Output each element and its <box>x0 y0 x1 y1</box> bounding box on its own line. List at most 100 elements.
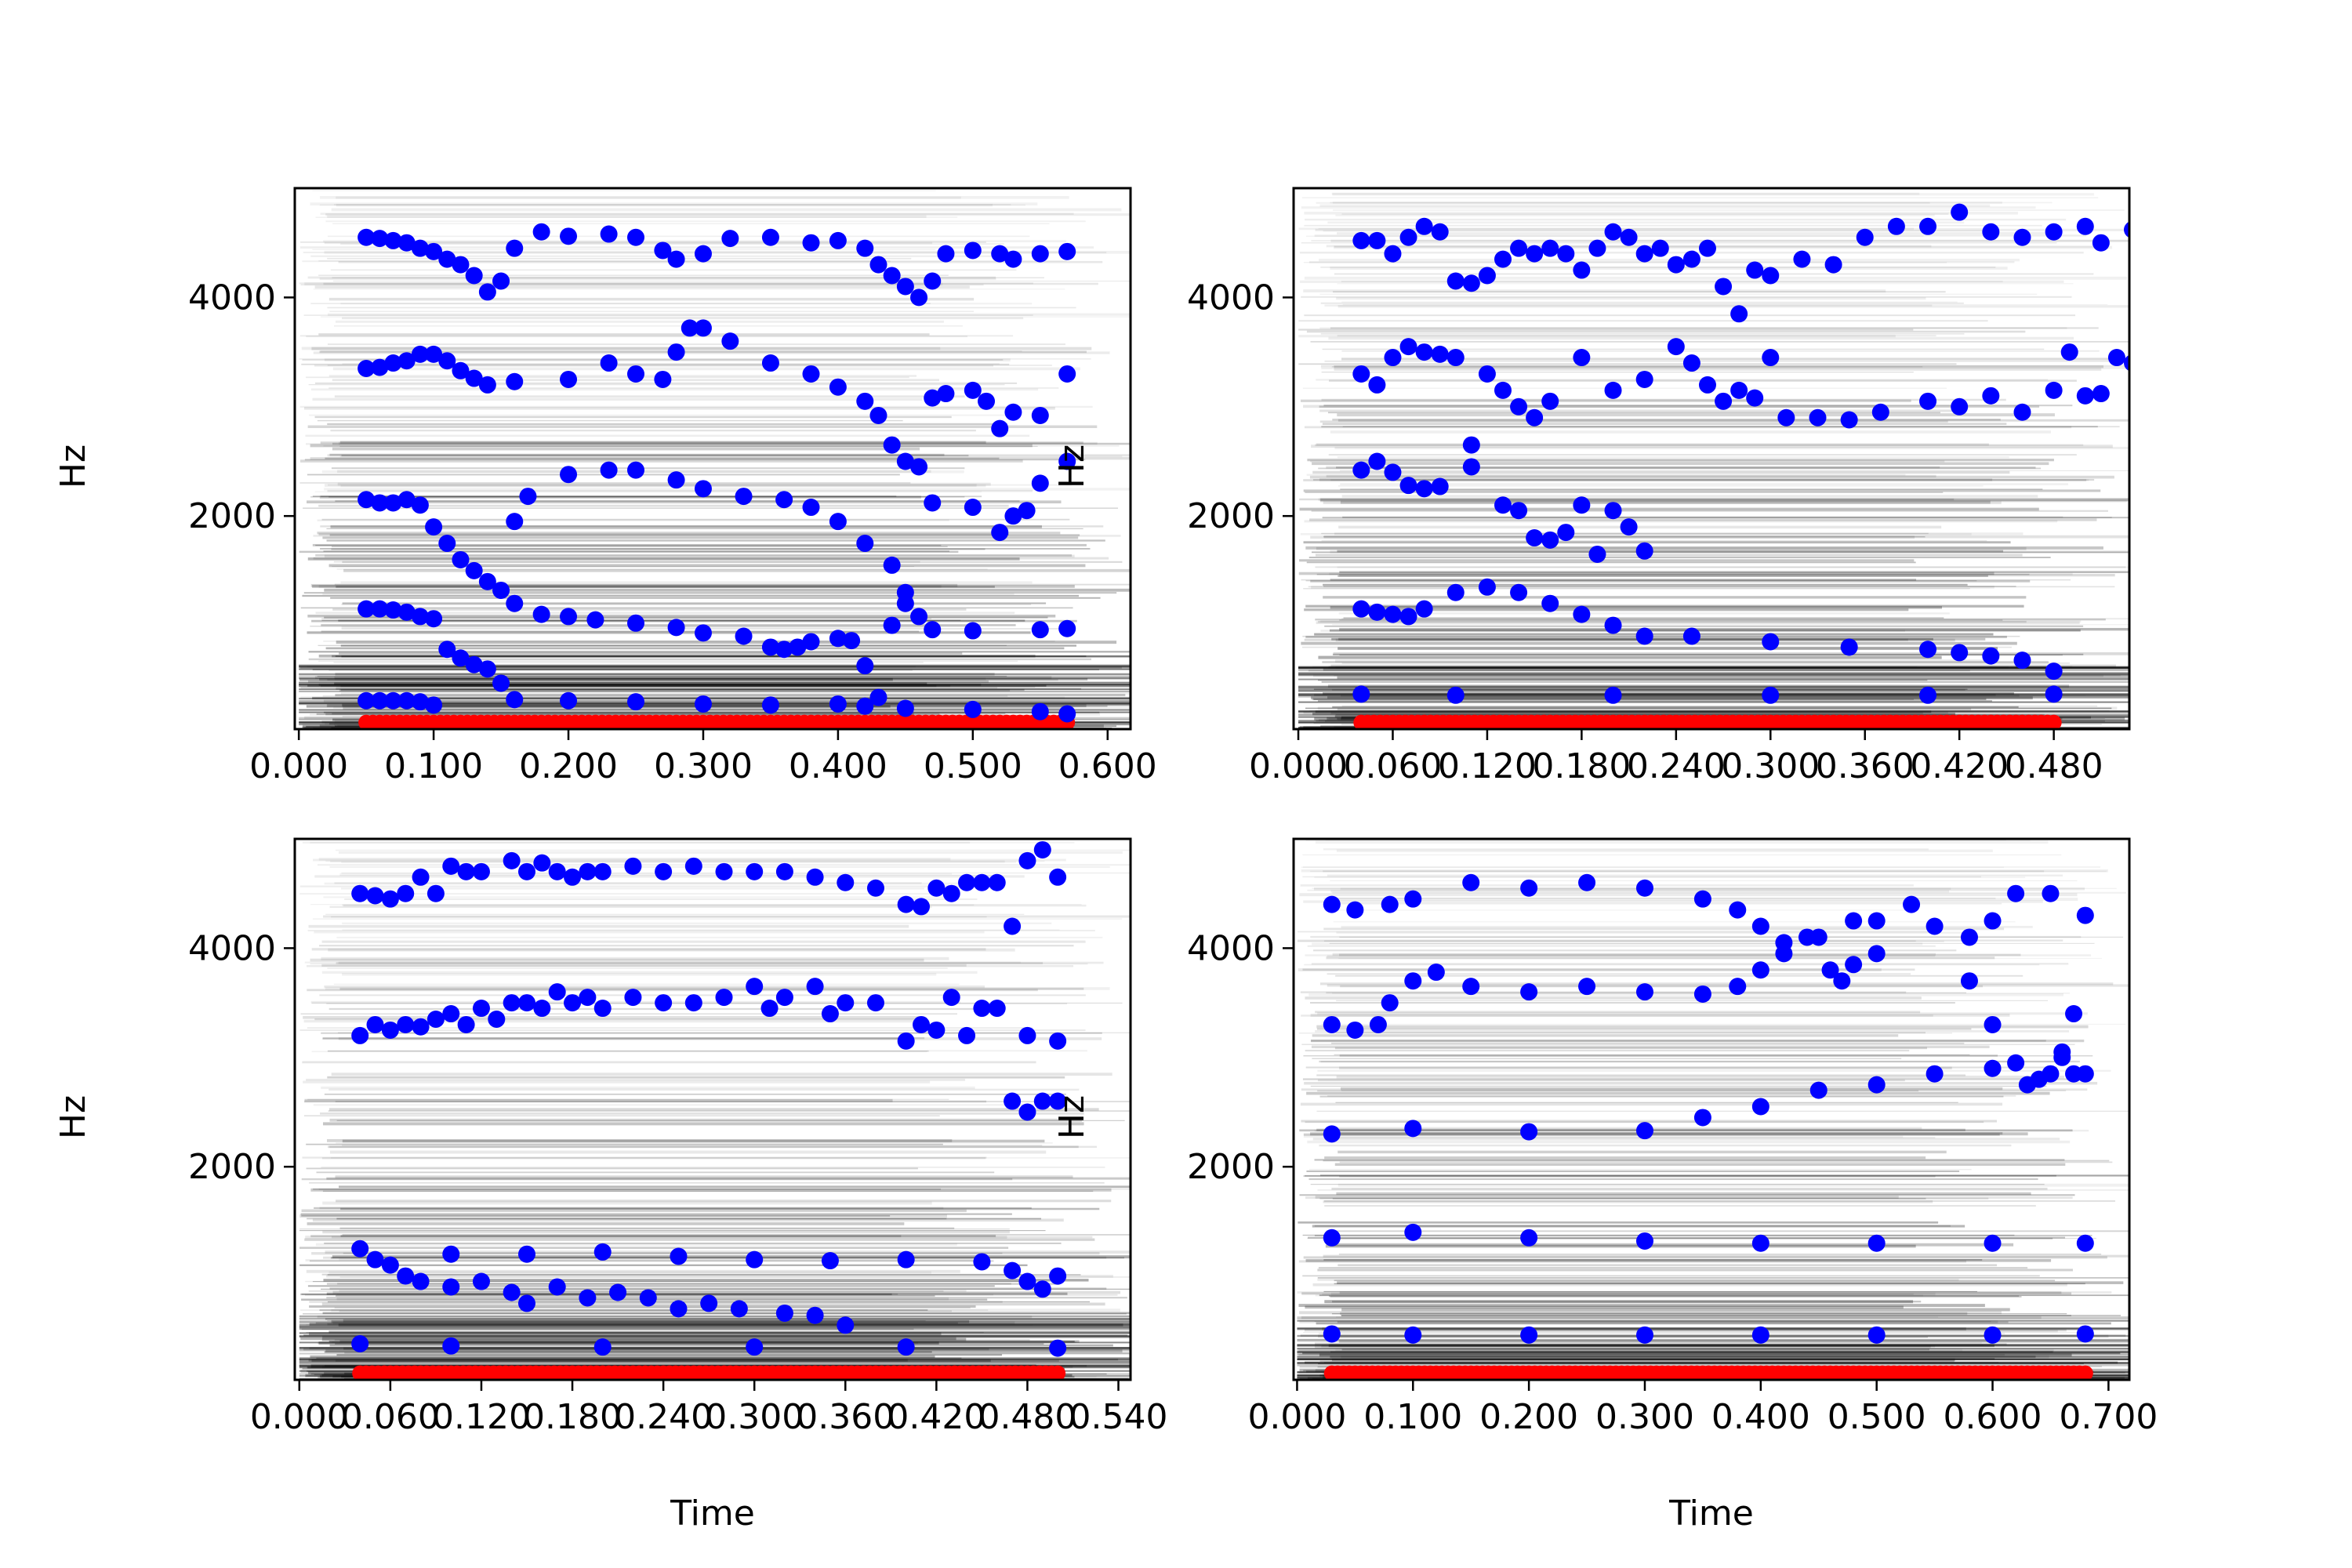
formant-point <box>1004 1092 1022 1110</box>
formant-point <box>2045 685 2063 703</box>
formant-point <box>958 873 976 891</box>
formant-point <box>1384 245 1402 263</box>
axes-frame-3 <box>1292 837 2131 1381</box>
formant-point <box>465 369 483 387</box>
formant-point <box>964 241 982 260</box>
formant-point <box>837 1316 855 1334</box>
formant-point <box>1867 1326 1886 1344</box>
formant-point <box>452 550 470 568</box>
formant-point <box>1762 267 1780 285</box>
formant-point <box>2045 381 2063 399</box>
formant-point <box>1462 873 1480 891</box>
formant-point <box>411 239 429 257</box>
formant-point <box>667 343 685 361</box>
x-tick-label: 0.600 <box>1058 746 1157 786</box>
formant-point <box>371 230 389 248</box>
formant-point <box>2124 221 2129 238</box>
formant-point <box>684 994 702 1012</box>
formant-point <box>681 319 699 337</box>
formant-point <box>1729 978 1747 996</box>
formant-point <box>2076 217 2094 235</box>
formant-point <box>1951 203 1969 221</box>
formant-point <box>518 862 536 880</box>
formant-point <box>1446 583 1465 601</box>
formant-point <box>1919 641 1937 659</box>
formant-point <box>626 614 644 632</box>
formant-point <box>1033 840 1051 858</box>
formant-point <box>1604 223 1622 241</box>
formant-point <box>1604 381 1622 399</box>
formant-point <box>472 1000 490 1018</box>
formant-point <box>964 622 982 640</box>
formant-point <box>883 556 901 574</box>
formant-point <box>775 989 793 1007</box>
formant-point <box>518 1294 536 1312</box>
formant-point <box>746 862 764 880</box>
formant-point <box>1541 594 1559 612</box>
formant-point <box>1867 912 1886 930</box>
formant-point <box>503 994 521 1012</box>
formant-point <box>715 862 733 880</box>
formant-point <box>411 693 429 711</box>
y-tick-label: 2000 <box>188 1147 276 1187</box>
x-tick-label: 0.000 <box>250 1397 349 1437</box>
formant-point <box>465 655 483 673</box>
formant-point <box>1368 603 1386 621</box>
y-tick-label: 4000 <box>1187 928 1275 968</box>
formant-point <box>478 376 496 394</box>
formant-point <box>1404 890 1422 908</box>
formant-point <box>760 1000 779 1018</box>
formant-point <box>472 862 490 880</box>
formant-point <box>1698 239 1716 257</box>
formant-point <box>1033 1280 1051 1298</box>
formant-point <box>384 494 402 512</box>
formant-point <box>626 365 644 383</box>
formant-point <box>1462 978 1480 996</box>
formant-point <box>1526 529 1544 547</box>
pitch-series-0 <box>358 714 1076 729</box>
formant-point <box>397 1267 415 1285</box>
formant-point <box>397 884 415 902</box>
formant-point <box>425 345 443 363</box>
x-tick-label: 0.300 <box>705 1397 804 1437</box>
x-tick-label: 0.240 <box>614 1397 713 1437</box>
formant-point <box>843 632 861 650</box>
formant-point <box>869 406 887 424</box>
formant-point <box>1404 972 1422 990</box>
formant-point <box>1058 619 1076 637</box>
formant-point <box>1058 365 1076 383</box>
formant-point <box>1478 578 1496 596</box>
pitch-point <box>1050 1365 1066 1380</box>
formant-point <box>694 245 712 263</box>
formant-point <box>1588 545 1606 563</box>
formant-point <box>381 1021 399 1039</box>
formant-point <box>1926 917 1944 935</box>
formant-point <box>746 1338 764 1356</box>
formant-point <box>1982 387 2000 405</box>
formant-point <box>1446 272 1465 290</box>
formant-point <box>1446 686 1465 704</box>
formant-series-2 <box>351 840 1067 1357</box>
formant-point <box>655 862 673 880</box>
formant-point <box>351 1240 369 1258</box>
formant-point <box>560 691 578 710</box>
formant-point <box>1557 245 1575 263</box>
formant-point <box>856 657 874 675</box>
formant-point <box>1845 956 1863 974</box>
formant-point <box>1415 217 1433 235</box>
formant-point <box>837 873 855 891</box>
formant-point <box>670 1300 688 1318</box>
formant-point <box>1751 1234 1769 1252</box>
formant-point <box>897 1250 915 1269</box>
formant-point <box>1018 1103 1036 1121</box>
formant-point <box>1871 403 1889 421</box>
formant-point <box>829 231 847 249</box>
formant-point <box>806 1306 824 1324</box>
formant-point <box>829 378 847 396</box>
formant-point <box>472 1272 490 1290</box>
formant-point <box>1667 256 1685 274</box>
formant-point <box>927 879 946 897</box>
formant-point <box>1494 381 1512 399</box>
formant-point <box>869 688 887 706</box>
formant-point <box>548 983 566 1001</box>
